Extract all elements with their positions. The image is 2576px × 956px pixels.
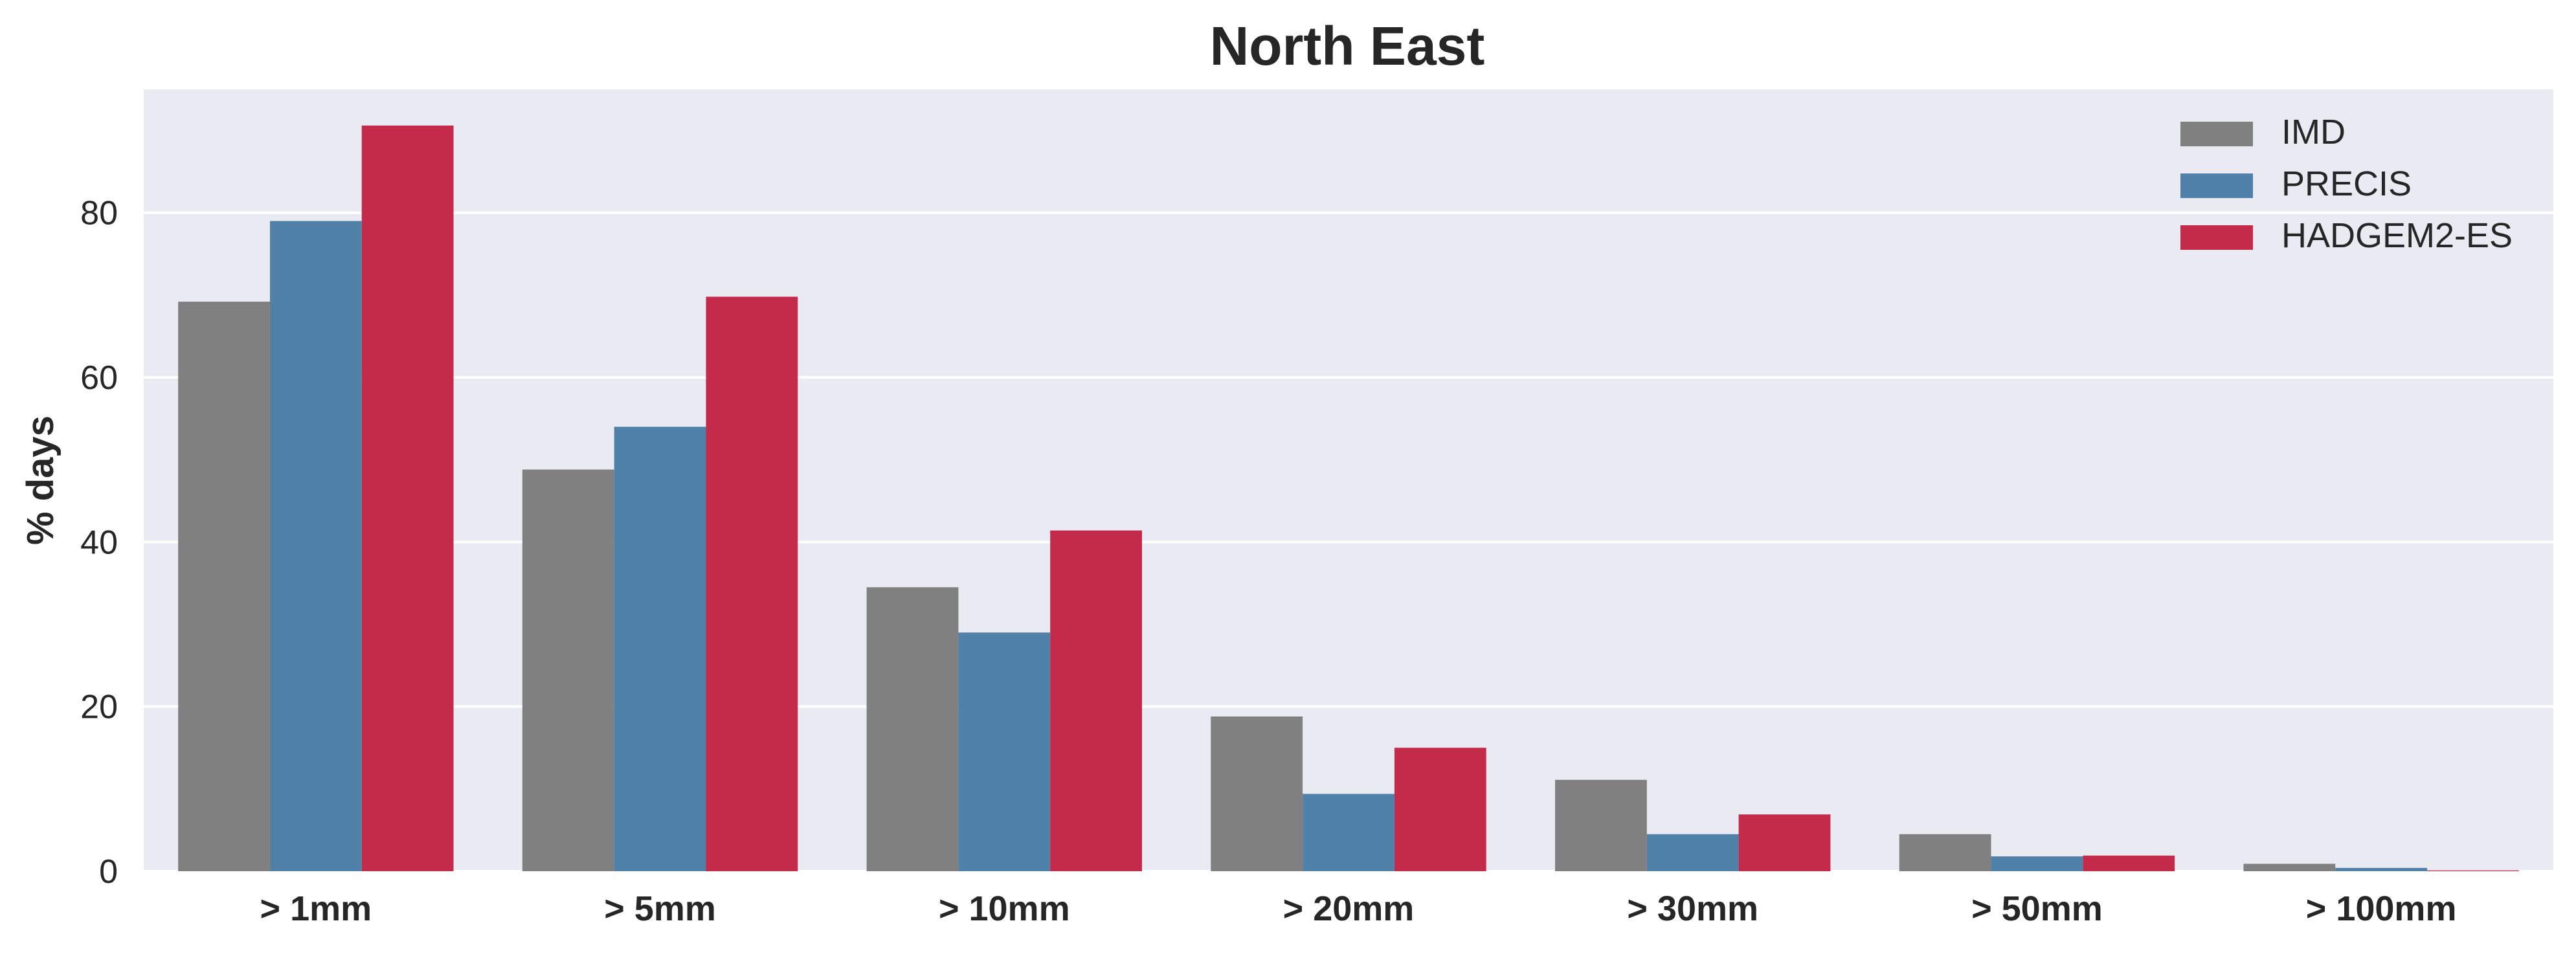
x-tick-label: > 50mm (1971, 889, 2103, 928)
bar (866, 587, 959, 871)
y-tick-labels: 0 20 40 60 80 (80, 195, 118, 891)
y-tick-label: 60 (80, 359, 118, 397)
plot-background (144, 89, 2553, 871)
bar (614, 427, 706, 871)
bar (2083, 855, 2175, 871)
bar (1738, 814, 1831, 871)
bar (361, 125, 454, 872)
bar (1899, 834, 1991, 871)
y-tick-label: 80 (80, 195, 118, 232)
x-tick-label: > 20mm (1283, 889, 1415, 928)
bar (1991, 856, 2083, 871)
x-tick-label: > 30mm (1627, 889, 1758, 928)
legend: IMD PRECIS HADGEM2-ES (2180, 113, 2513, 255)
bar (1394, 748, 1486, 871)
legend-label: IMD (2281, 113, 2346, 151)
bar (269, 221, 362, 871)
legend-label: HADGEM2-ES (2281, 216, 2513, 255)
bar (1211, 716, 1303, 871)
legend-label: PRECIS (2281, 164, 2412, 203)
bar (2243, 863, 2336, 871)
x-tick-label: > 1mm (260, 889, 372, 928)
legend-swatch (2180, 122, 2253, 146)
legend-swatch (2180, 225, 2253, 250)
bar (1646, 834, 1739, 871)
y-axis-label: % days (19, 416, 62, 545)
y-tick-label: 20 (80, 689, 118, 726)
x-tick-label: > 5mm (604, 889, 716, 928)
y-tick-label: 40 (80, 524, 118, 561)
x-tick-label: > 10mm (939, 889, 1070, 928)
bar (958, 632, 1051, 871)
bar (1050, 530, 1142, 871)
bar (1303, 794, 1394, 871)
bar (1555, 779, 1647, 871)
legend-swatch (2180, 173, 2253, 198)
bars (178, 125, 2519, 872)
x-tick-label: > 100mm (2306, 889, 2457, 928)
bar (522, 469, 614, 871)
bar (178, 302, 270, 871)
bar (2335, 867, 2428, 871)
y-tick-label: 0 (99, 853, 118, 891)
chart-title: North East (1210, 16, 1485, 76)
bar (706, 296, 798, 872)
x-tick-labels: > 1mm > 5mm > 10mm > 20mm > 30mm > 50mm > 100m… (260, 889, 2457, 928)
